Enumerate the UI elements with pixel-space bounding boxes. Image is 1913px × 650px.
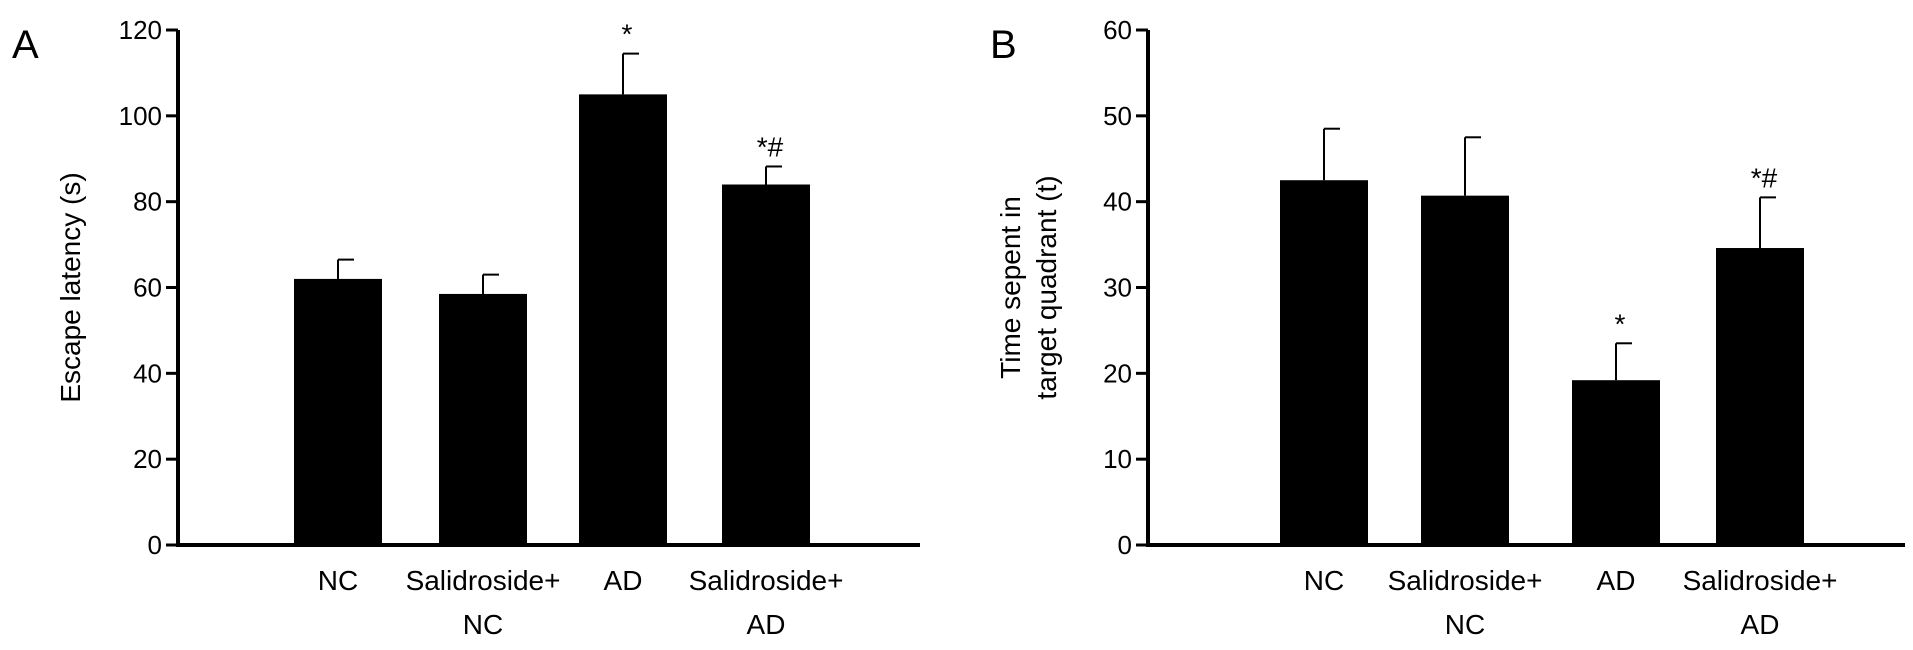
panel-letter: B	[990, 23, 1017, 67]
significance-label: *#	[1751, 162, 1778, 193]
y-tick-label: 0	[1118, 530, 1132, 560]
y-axis-label: Time sepent in	[995, 196, 1026, 379]
category-label: AD	[1597, 565, 1636, 596]
significance-label: *	[622, 19, 633, 50]
significance-label: *#	[757, 131, 784, 162]
bar	[1421, 195, 1509, 546]
y-tick-label: 20	[1103, 358, 1132, 388]
y-tick-label: 120	[119, 15, 162, 45]
category-label: AD	[1741, 609, 1780, 640]
bar	[579, 94, 667, 545]
panel-a: A 0 20 40 60 80 100 120 Escape latency (s) NC Sali…	[12, 15, 920, 640]
bar	[294, 278, 382, 545]
y-axis-label: target quadrant (t)	[1031, 175, 1062, 399]
y-tick-label: 80	[133, 187, 162, 217]
y-tick-label: 60	[1103, 15, 1132, 45]
significance-label: *	[1615, 308, 1626, 339]
category-label: AD	[604, 565, 643, 596]
y-tick-label: 0	[148, 530, 162, 560]
category-label: Salidroside+	[1683, 565, 1838, 596]
category-label: Salidroside+	[689, 565, 844, 596]
category-label: NC	[463, 609, 503, 640]
category-label: Salidroside+	[406, 565, 561, 596]
panel-b: B 0 10 20 30 40 50 60 Time sepent in target quadr…	[990, 15, 1905, 640]
category-label: NC	[1445, 609, 1485, 640]
panel-letter: A	[12, 23, 39, 67]
bar	[439, 293, 527, 545]
y-tick-label: 10	[1103, 444, 1132, 474]
bar	[1716, 248, 1804, 545]
y-tick-label: 50	[1103, 101, 1132, 131]
category-label: AD	[747, 609, 786, 640]
bar	[1572, 380, 1660, 545]
y-tick-label: 30	[1103, 273, 1132, 303]
y-tick-label: 20	[133, 444, 162, 474]
y-tick-label: 40	[1103, 187, 1132, 217]
category-label: NC	[318, 565, 358, 596]
bar	[1280, 180, 1368, 546]
y-tick-label: 100	[119, 101, 162, 131]
y-axis-label: Escape latency (s)	[55, 172, 86, 402]
y-tick-label: 40	[133, 358, 162, 388]
bar	[722, 184, 810, 545]
category-label: Salidroside+	[1388, 565, 1543, 596]
category-label: NC	[1304, 565, 1344, 596]
y-tick-label: 60	[133, 273, 162, 303]
